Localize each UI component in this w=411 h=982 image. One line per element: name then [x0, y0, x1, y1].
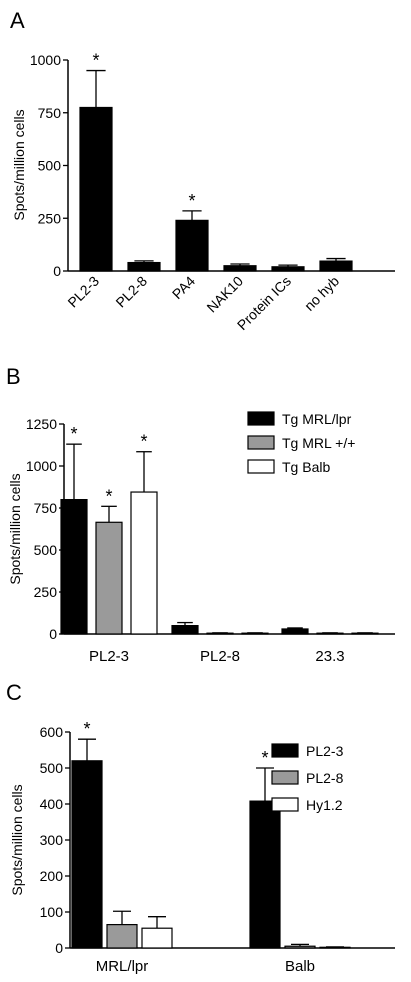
panel-b-bar: [281, 628, 309, 635]
panel-c-legend-swatch: [271, 770, 299, 785]
panel-c-bar: [71, 760, 103, 949]
panel-c-legend-label: Hy1.2: [306, 797, 343, 813]
panel-c-bar: [141, 927, 173, 949]
panel-c-y-tick-label: 400: [40, 796, 64, 812]
panel-b-bar: [171, 624, 199, 635]
panel-b-y-tick-label: 0: [49, 626, 57, 642]
panel-c-legend-swatch: [271, 743, 299, 758]
panel-c-category-label: Balb: [285, 958, 315, 975]
panel-a-bar: [79, 106, 113, 272]
panel-a-y-tick-label: 500: [38, 158, 62, 174]
panel-a-bar: [175, 219, 209, 272]
panel-c-y-tick-label: 0: [55, 940, 63, 956]
panel-a-category-label: no hyb: [301, 273, 342, 314]
panel-b-legend-swatch: [247, 435, 275, 450]
panel-a-y-tick-label: 1000: [30, 52, 61, 68]
panel-b-category-label: PL2-3: [89, 648, 129, 665]
panel-b-bar: [130, 491, 158, 635]
panel-b-category-label: PL2-8: [200, 648, 240, 665]
panel-b-significance-asterisk: *: [105, 486, 112, 506]
panel-c-significance-asterisk: *: [261, 748, 268, 768]
panel-letter-c: C: [6, 680, 22, 705]
panel-c-y-tick-label: 500: [40, 760, 64, 776]
panel-c-y-axis-label: Spots/million cells: [9, 784, 25, 895]
panel-b-y-axis-label: Spots/million cells: [7, 473, 23, 584]
panel-a-bar: [319, 260, 353, 272]
panel-b-bar: [95, 521, 123, 635]
panel-a-y-tick-label: 0: [53, 263, 61, 279]
panel-c-bar: [249, 800, 281, 949]
panel-c-y-tick-label: 300: [40, 832, 64, 848]
panel-b-legend-label: Tg MRL +/+: [282, 435, 355, 451]
panel-b-y-tick-label: 1000: [26, 458, 57, 474]
panel-b-bar: [60, 499, 88, 635]
panel-c-y-tick-label: 600: [40, 724, 64, 740]
panel-b-bar: [206, 632, 234, 635]
panel-b-y-tick-label: 1250: [26, 416, 57, 432]
panel-c-bar: [284, 945, 316, 949]
panel-c-y-tick-label: 100: [40, 904, 64, 920]
panel-b-category-label: 23.3: [315, 648, 344, 665]
panel-a-category-label: PL2-8: [112, 273, 150, 311]
panel-b-bar: [241, 632, 269, 635]
panel-a-bar: [127, 261, 161, 272]
panel-b-bar: [351, 632, 379, 635]
panel-c-legend-label: PL2-8: [306, 770, 344, 786]
panel-a-category-label: PA4: [169, 273, 198, 302]
panel-b-legend-swatch: [247, 411, 275, 426]
panel-a-bar: [223, 265, 257, 272]
panel-c-significance-asterisk: *: [83, 719, 90, 739]
panel-b-significance-asterisk: *: [140, 432, 147, 452]
panel-b-legend-swatch: [247, 459, 275, 474]
panel-b-y-tick-label: 250: [34, 584, 58, 600]
panel-c-category-label: MRL/lpr: [96, 958, 149, 975]
panel-b-bar: [316, 632, 344, 635]
panel-a-group: 0 250 500 750 1000 Spots/million cells * PL2-3 P…: [11, 51, 395, 333]
panel-c-group: 0 100 200 300 400 500 600 Spots/million cells * M…: [9, 719, 395, 975]
panel-letter-b: B: [6, 364, 21, 389]
panel-c-y-tick-label: 200: [40, 868, 64, 884]
panel-a-y-tick-label: 250: [38, 210, 62, 226]
panel-b-group: 0 250 500 750 1000 1250 Spots/million cells * * *…: [7, 411, 395, 665]
panel-c-bar: [106, 923, 138, 949]
panel-a-significance-asterisk: *: [92, 51, 99, 71]
panel-a-category-label: PL2-3: [64, 273, 102, 311]
panel-b-y-tick-label: 750: [34, 500, 58, 516]
panel-letter-a: A: [10, 8, 25, 33]
panel-b-significance-asterisk: *: [70, 424, 77, 444]
panel-b-legend-label: Tg MRL/lpr: [282, 411, 352, 427]
panel-a-bar: [271, 266, 305, 272]
panel-a-y-tick-label: 750: [38, 105, 62, 121]
panel-c-bar: [319, 946, 351, 949]
panel-c-legend-swatch: [271, 797, 299, 812]
panel-a-category-label: NAK10: [203, 273, 246, 316]
panel-b-legend-label: Tg Balb: [282, 459, 330, 475]
panel-b-y-tick-label: 500: [34, 542, 58, 558]
panel-c-legend-label: PL2-3: [306, 743, 344, 759]
panel-a-y-axis-label: Spots/million cells: [11, 109, 27, 220]
panel-a-significance-asterisk: *: [188, 191, 195, 211]
